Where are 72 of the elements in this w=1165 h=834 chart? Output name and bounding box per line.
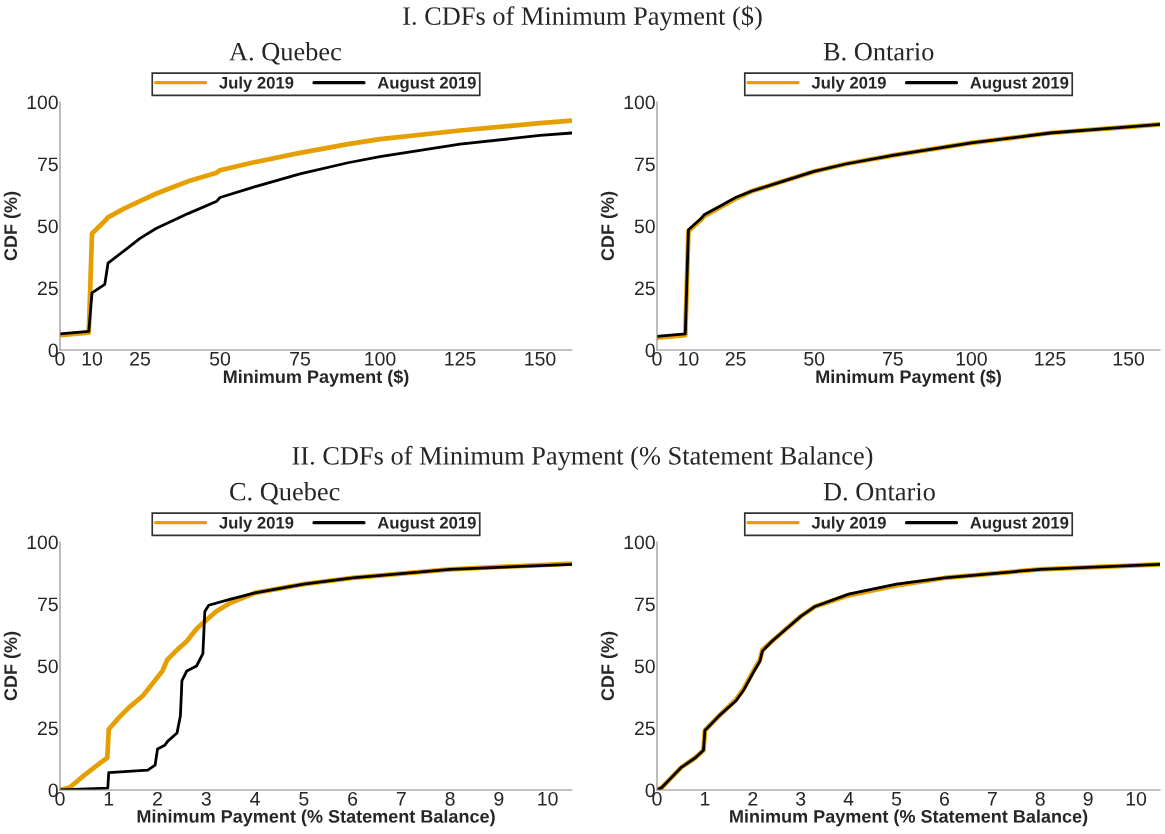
x-tick-label: 100 [956, 351, 987, 366]
y-axis-title: CDF (%) [3, 191, 21, 261]
y-tick-label: 75 [37, 157, 58, 172]
x-axis-title: Minimum Payment ($) [816, 369, 1001, 387]
x-tick-label: 8 [445, 791, 455, 806]
y-tick-label: 75 [634, 157, 655, 172]
legend-label: August 2019 [970, 76, 1069, 92]
y-tick-label: 75 [37, 597, 58, 612]
x-tick-label: 8 [1035, 791, 1045, 806]
x-tick-label: 5 [891, 792, 902, 806]
x-tick-label: 6 [348, 791, 358, 806]
x-tick-label: 3 [796, 791, 806, 806]
x-tick-label: 150 [525, 351, 556, 366]
x-tick-label: 9 [1083, 791, 1093, 806]
x-tick-label: 125 [445, 351, 476, 366]
y-tick-label: 100 [27, 535, 58, 550]
x-tick-label: 25 [725, 351, 746, 366]
chart-title: D. Ontario [823, 482, 935, 501]
text: II. CDFs of Minimum Payment (% Statement Balance) [292, 445, 873, 471]
legend-label: July 2019 [219, 76, 294, 92]
x-tick-label: 7 [987, 792, 997, 806]
x-tick-label: 2 [748, 791, 758, 806]
x-tick-label: 7 [396, 792, 406, 806]
y-tick-label: 100 [624, 95, 655, 110]
y-axis-title: CDF (%) [600, 631, 618, 701]
y-tick-label: 25 [634, 281, 655, 296]
y-tick-label: 25 [634, 721, 655, 736]
x-tick-label: 5 [299, 792, 309, 806]
x-tick-label: 1 [104, 792, 114, 806]
y-tick-label: 25 [37, 281, 58, 296]
x-tick-label: 10 [538, 791, 558, 806]
x-tick-label: 4 [250, 792, 260, 806]
x-tick-label: 6 [940, 791, 949, 806]
x-tick-label: 125 [1035, 351, 1066, 366]
x-tick-label: 75 [290, 352, 310, 366]
legend-label: August 2019 [377, 76, 476, 92]
chart-title: A. Quebec [229, 42, 341, 65]
y-tick-label: 50 [634, 219, 655, 234]
x-tick-label: 10 [1126, 791, 1147, 806]
x-axis-title: Minimum Payment (% Statement Balance) [730, 809, 1088, 827]
y-tick-label: 50 [37, 659, 58, 674]
x-tick-label: 25 [130, 351, 150, 366]
chart-title: C. Quebec [230, 482, 340, 505]
chart-title: B. Ontario [823, 42, 934, 61]
x-tick-label: 50 [804, 351, 825, 366]
x-tick-label: 10 [679, 351, 699, 366]
legend-label: July 2019 [219, 516, 294, 532]
x-tick-label: 150 [1113, 351, 1145, 366]
y-tick-label: 75 [634, 597, 655, 612]
text: I. CDFs of Minimum Payment ($) [403, 5, 762, 31]
x-axis-title: Minimum Payment ($) [223, 369, 409, 387]
x-tick-label: 9 [494, 791, 504, 806]
y-tick-label: 25 [37, 721, 58, 736]
y-tick-label: 50 [37, 219, 58, 234]
legend-label: August 2019 [970, 516, 1069, 532]
x-axis-title: Minimum Payment (% Statement Balance) [137, 809, 495, 827]
y-tick-label: 100 [624, 535, 655, 550]
x-tick-label: 100 [365, 351, 396, 366]
y-axis-title: CDF (%) [600, 191, 618, 261]
x-tick-label: 75 [882, 352, 903, 366]
legend-label: August 2019 [377, 516, 476, 532]
x-tick-label: 1 [700, 792, 710, 806]
legend-label: July 2019 [811, 76, 886, 92]
x-tick-label: 3 [201, 791, 211, 806]
y-tick-label: 50 [634, 659, 655, 674]
x-tick-label: 50 [209, 351, 231, 366]
legend-label: July 2019 [811, 516, 886, 532]
x-tick-label: 10 [82, 351, 103, 366]
y-axis-title: CDF (%) [3, 631, 21, 701]
y-tick-label: 100 [27, 95, 58, 110]
x-tick-label: 4 [843, 792, 854, 806]
x-tick-label: 2 [153, 791, 162, 806]
